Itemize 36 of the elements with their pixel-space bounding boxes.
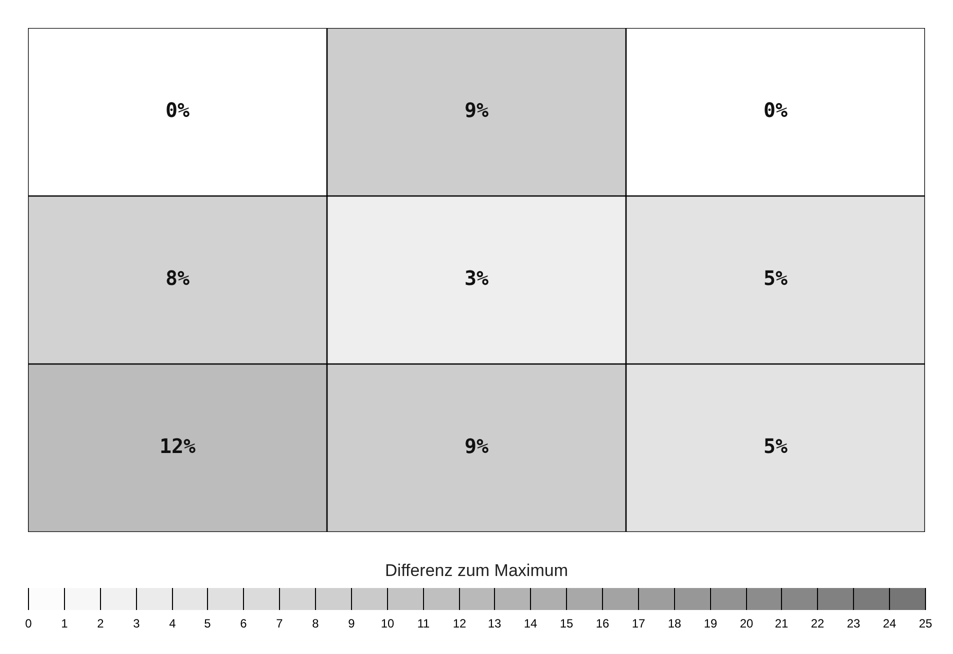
color-bar-label: 9 [348,616,356,630]
data-label: 9% [464,434,489,458]
color-bar-label: 1 [61,616,68,630]
color-bar-label: 18 [668,616,682,630]
color-bar-label: 2 [97,616,104,630]
color-bar-label: 7 [276,616,284,630]
color-bar-label: 25 [918,616,932,630]
color-bar-label: 4 [169,616,176,630]
color-bar-label: 14 [524,616,538,630]
color-bar-label: 11 [417,616,430,630]
color-bar-label: 6 [240,616,248,630]
color-bar-label: 23 [846,616,860,630]
data-label: 9% [464,98,489,122]
data-label: 12% [159,434,196,458]
color-bar-label: 5 [204,616,212,630]
color-bar-label: 20 [740,616,754,630]
color-bar-label: 17 [632,616,646,630]
color-bar-label: 19 [704,616,718,630]
color-bar-label: 21 [774,616,788,630]
color-bar-label: 16 [596,616,610,630]
data-label: 0% [165,98,190,122]
color-bar-label: 10 [380,616,394,630]
color-bar-label: 0 [25,616,32,630]
data-label: 0% [763,98,788,122]
color-bar-label: 24 [882,616,896,630]
data-label: 8% [165,266,190,290]
color-bar-label: 13 [488,616,502,630]
data-label: 5% [763,266,788,290]
color-bar-label: 15 [560,616,574,630]
color-bar-label: 3 [133,616,140,630]
data-label: 3% [464,266,489,290]
data-label: 5% [763,434,788,458]
color-bar-label: 8 [312,616,320,630]
color-bar-title: Differenz zum Maximum [385,561,568,580]
color-bar-label: 22 [810,616,824,630]
color-bar-label: 12 [452,616,466,630]
